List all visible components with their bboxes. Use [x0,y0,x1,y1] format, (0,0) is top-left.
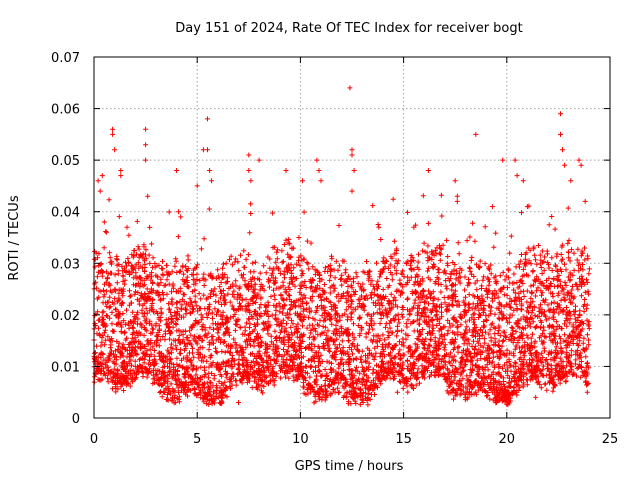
y-tick-label: 0.06 [51,103,80,118]
x-tick-label: 25 [602,432,619,447]
y-tick-labels: 0 0.01 0.02 0.03 0.04 0.05 0.06 0.07 [51,51,80,427]
plot-frame [93,56,611,419]
x-tick-label: 20 [499,432,516,447]
data-points [91,85,592,408]
y-tick-label: 0.01 [51,360,80,375]
chart-title: Day 151 of 2024, Rate Of TEC Index for r… [175,21,522,36]
y-axis-label: ROTI / TECUs [7,195,22,280]
x-tick-label: 5 [193,432,201,447]
roti-points [91,85,592,408]
y-tick-label: 0.05 [51,154,80,169]
x-tick-label: 10 [292,432,309,447]
y-tick-label: 0 [72,412,80,427]
y-tick-label: 0.02 [51,309,80,324]
x-tick-label: 15 [395,432,412,447]
y-tick-label: 0.03 [51,257,80,272]
x-tick-label: 0 [90,432,98,447]
x-axis-label: GPS time / hours [295,459,404,474]
x-tick-labels: 0 5 10 15 20 25 [90,432,618,447]
axis-ticks [93,56,611,419]
y-tick-label: 0.04 [51,206,80,221]
y-tick-label: 0.07 [51,51,80,66]
